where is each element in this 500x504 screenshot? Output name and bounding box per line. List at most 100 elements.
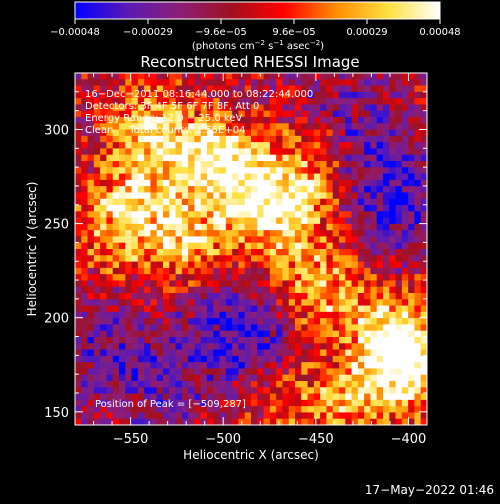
heatmap-cell — [376, 123, 384, 130]
heatmap-cell — [100, 179, 107, 187]
heatmap-cell — [389, 261, 396, 269]
heatmap-cell — [339, 186, 346, 193]
heatmap-cell — [213, 337, 220, 344]
heatmap-cell — [225, 230, 233, 237]
heatmap-cell — [181, 117, 189, 124]
heatmap-cell — [320, 299, 327, 306]
heatmap-cell — [313, 198, 321, 206]
heatmap-cell — [244, 381, 252, 388]
heatmap-cell — [244, 343, 252, 350]
heatmap-cell — [87, 362, 95, 369]
heatmap-cell — [351, 261, 359, 269]
heatmap-cell — [376, 305, 384, 313]
heatmap-cell — [244, 418, 252, 426]
heatmap-cell — [131, 274, 139, 281]
heatmap-cell — [345, 311, 352, 319]
heatmap-cell — [370, 129, 378, 137]
heatmap-cell — [219, 280, 227, 288]
heatmap-cell — [207, 230, 214, 237]
heatmap-cell — [339, 154, 346, 162]
heatmap-cell — [364, 399, 371, 407]
heatmap-cell — [263, 406, 271, 413]
heatmap-cell — [251, 274, 258, 281]
heatmap-cell — [75, 161, 82, 168]
heatmap-cell — [81, 280, 88, 288]
heatmap-cell — [345, 255, 352, 262]
heatmap-cell — [175, 318, 183, 325]
heatmap-cell — [169, 362, 176, 369]
heatmap-cell — [137, 311, 145, 319]
heatmap-cell — [269, 123, 277, 130]
heatmap-cell — [339, 223, 346, 231]
heatmap-cell — [131, 318, 139, 325]
heatmap-cell — [163, 324, 170, 332]
heatmap-cell — [106, 286, 114, 294]
heatmap-cell — [156, 85, 164, 93]
heatmap-cell — [408, 129, 415, 137]
heatmap-cell — [75, 117, 82, 124]
heatmap-cell — [207, 217, 214, 225]
heatmap-cell — [200, 293, 208, 300]
heatmap-cell — [119, 186, 126, 193]
heatmap-cell — [125, 368, 132, 376]
heatmap-cell — [188, 85, 195, 93]
heatmap-cell — [332, 399, 340, 407]
heatmap-cell — [351, 368, 359, 376]
heatmap-cell — [150, 236, 158, 244]
heatmap-cell — [188, 142, 195, 149]
heatmap-cell — [301, 110, 308, 118]
heatmap-cell — [100, 135, 107, 143]
heatmap-cell — [320, 355, 327, 363]
heatmap-cell — [194, 217, 202, 225]
heatmap-cell — [169, 129, 176, 137]
heatmap-cell — [200, 91, 208, 99]
heatmap-cell — [263, 129, 271, 137]
heatmap-cell — [188, 355, 195, 363]
heatmap-cell — [395, 311, 403, 319]
x-tick-label: −500 — [205, 432, 241, 447]
heatmap-cell — [414, 406, 422, 413]
heatmap-cell — [332, 343, 340, 350]
heatmap-cell — [106, 406, 114, 413]
heatmap-cell — [232, 324, 239, 332]
heatmap-cell — [93, 343, 101, 350]
heatmap-cell — [156, 98, 164, 105]
heatmap-cell — [276, 217, 283, 225]
heatmap-cell — [207, 98, 214, 105]
footer-timestamp: 17−May−2022 01:46 — [365, 483, 494, 497]
heatmap-cell — [257, 393, 264, 401]
heatmap-cell — [238, 267, 246, 275]
heatmap-cell — [320, 211, 327, 218]
heatmap-cell — [75, 148, 82, 156]
heatmap-cell — [207, 337, 214, 344]
heatmap-cell — [276, 286, 283, 294]
heatmap-cell — [106, 374, 114, 382]
heatmap-cell — [137, 274, 145, 281]
heatmap-cell — [395, 148, 403, 156]
heatmap-cell — [112, 135, 120, 143]
heatmap-cell — [244, 161, 252, 168]
heatmap-cell — [238, 286, 246, 294]
heatmap-cell — [225, 198, 233, 206]
heatmap-cell — [213, 286, 220, 294]
heatmap-cell — [351, 330, 359, 338]
heatmap-cell — [307, 355, 315, 363]
x-tick-label: −400 — [391, 432, 427, 447]
heatmap-cell — [200, 73, 208, 80]
heatmap-cell — [301, 154, 308, 162]
plot-frame — [74, 72, 428, 426]
heatmap-cell — [112, 110, 120, 118]
heatmap-cell — [112, 286, 120, 294]
heatmap-cell — [244, 255, 252, 262]
heatmap-cell — [213, 236, 220, 244]
heatmap-cell — [345, 305, 352, 313]
heatmap-cell — [87, 381, 95, 388]
heatmap-cell — [207, 406, 214, 413]
heatmap-cell — [125, 280, 132, 288]
heatmap-cell — [75, 85, 82, 93]
heatmap-cell — [364, 249, 371, 256]
heatmap-cell — [194, 324, 202, 332]
heatmap-cell — [276, 299, 283, 306]
heatmap-cell — [408, 242, 415, 250]
heatmap-cell — [213, 104, 220, 112]
